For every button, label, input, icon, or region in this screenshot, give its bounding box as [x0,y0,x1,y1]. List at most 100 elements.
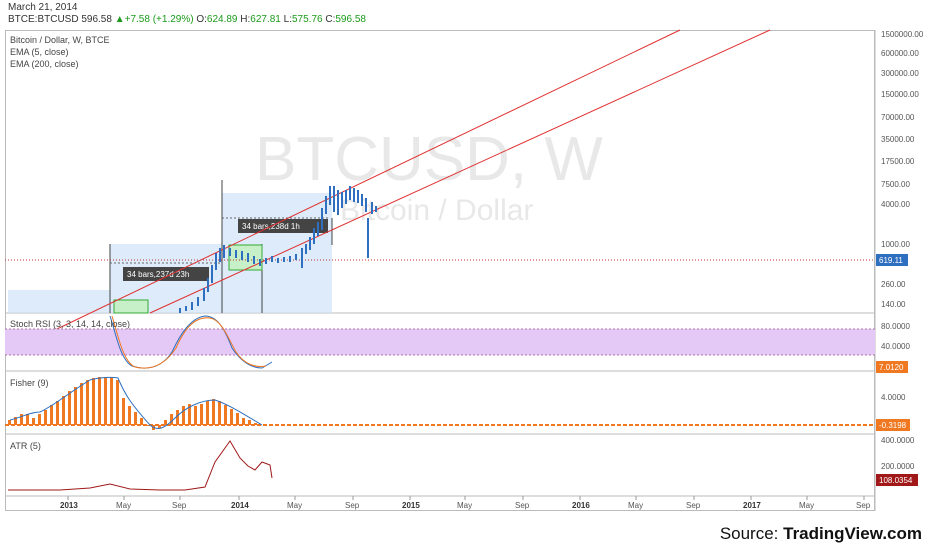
green-box[interactable] [113,299,149,314]
stoch-k-line [109,315,273,369]
atr-axis-200: 200.0000 [881,462,915,471]
price-axis-label: 300000.00 [881,69,919,78]
study-ema200[interactable]: EMA (200, close) [10,59,79,69]
price-axis-label: 600000.00 [881,49,919,58]
fisher-bar [224,405,227,425]
fisher-bar [86,380,89,425]
fisher-bar [104,377,107,425]
atr-axis-400: 400.0000 [881,436,915,445]
fisher-bar [194,406,197,425]
time-axis-label: May [457,501,472,510]
fisher-axis-4: 4.0000 [881,393,906,402]
measure-label-1: 34 bars,237d 23h [127,270,189,279]
fisher-value-tag: -0.3198 [879,421,907,430]
fisher-bar [146,425,149,426]
time-axis-label: May [287,501,302,510]
green-box[interactable] [228,244,263,271]
price-axis-label: 260.00 [881,280,906,289]
high-label: H: [240,14,251,25]
fisher-bar [200,404,203,425]
price-axis-label: 1000.00 [881,240,910,249]
measure-box[interactable] [8,290,110,313]
fisher-bar [218,401,221,425]
time-axis-label: 2014 [231,501,249,510]
fisher-bar [182,406,185,425]
price-axis-label: 17500.00 [881,157,915,166]
time-axis-label: Sep [856,501,871,510]
time-axis[interactable]: 2013 May Sep 2014 May Sep 2015 May Sep 2016 May Sep… [60,496,871,510]
fisher-bar [122,398,125,425]
fisher-bar [116,380,119,425]
price-change: +7.58 (+1.29%) [124,14,194,25]
symbol: BTCE:BTCUSD [8,14,79,25]
last-price: 596.58 [81,14,112,25]
fisher-bar [44,410,47,425]
time-axis-label: Sep [172,501,187,510]
fisher-bar [164,420,167,425]
fisher-bar [56,401,59,425]
stoch-tag-bg [876,361,908,373]
stoch-d-line [111,315,267,369]
price-axis-label: 1500000.00 [881,30,924,39]
main-pane-title: Bitcoin / Dollar, W, BTCE [10,35,110,45]
price-axis-label: 150000.00 [881,90,919,99]
fisher-bar [26,414,29,425]
time-axis-label: 2016 [572,501,590,510]
stoch-axis-80: 80.0000 [881,322,910,331]
fisher-bar [176,410,179,425]
fisher-bar [98,377,101,425]
atr-pane-title[interactable]: ATR (5) [10,441,41,451]
high-value: 627.81 [250,14,281,25]
open-label: O: [196,14,207,25]
fisher-bar [38,414,41,425]
fisher-bar [32,418,35,425]
price-bars [179,186,377,313]
fisher-bar [14,417,17,425]
time-axis-label: 2013 [60,501,78,510]
fisher-bar [92,378,95,425]
fisher-bar [236,413,239,425]
source-prefix: Source: [719,524,784,543]
open-value: 624.89 [206,14,238,25]
time-axis-label: May [116,501,131,510]
close-value: 596.58 [335,14,366,25]
time-axis-label: 2015 [402,501,420,510]
fisher-bar [110,377,113,425]
source-brand[interactable]: TradingView.com [783,524,922,543]
price-axis[interactable]: 1500000.00 600000.00 300000.00 150000.00 700… [881,30,924,309]
fisher-bar [242,418,245,425]
fisher-bar [140,418,143,425]
chart-date: March 21, 2014 [8,2,78,13]
fisher-bar [8,420,11,425]
stoch-axis-40: 40.0000 [881,342,910,351]
fisher-bar [188,404,191,425]
trend-line-lower[interactable] [149,29,771,314]
price-axis-label: 70000.00 [881,113,915,122]
fisher-bar [20,414,23,425]
quote-line: BTCE:BTCUSD 596.58 ▲+7.58 (+1.29%) O:624… [8,14,366,25]
measure-label-bg [238,219,328,233]
study-ema5[interactable]: EMA (5, close) [10,47,69,57]
fisher-bar [254,423,257,425]
time-axis-label: May [628,501,643,510]
fisher-pane-title[interactable]: Fisher (9) [10,378,49,388]
stoch-pane-title[interactable]: Stoch RSI (3, 3, 14, 14, close) [10,319,131,329]
trend-line-upper[interactable] [54,29,681,331]
atr-line [8,440,273,491]
atr-value-tag: 108.0354 [879,476,913,485]
fisher-bar [74,387,77,425]
fisher-histogram [8,377,257,430]
time-axis-label: May [799,501,814,510]
fisher-bar [62,396,65,425]
atr-tag-bg [876,474,918,486]
price-axis-label: 4000.00 [881,200,910,209]
close-label: C: [325,14,336,25]
last-price-tag-bg [876,254,908,266]
time-axis-label: 2017 [743,501,761,510]
last-price-tag: 619.11 [879,256,903,265]
fisher-bar [50,405,53,425]
price-axis-label: 7500.00 [881,180,910,189]
fisher-bar [206,401,209,425]
fisher-bar [170,414,173,425]
